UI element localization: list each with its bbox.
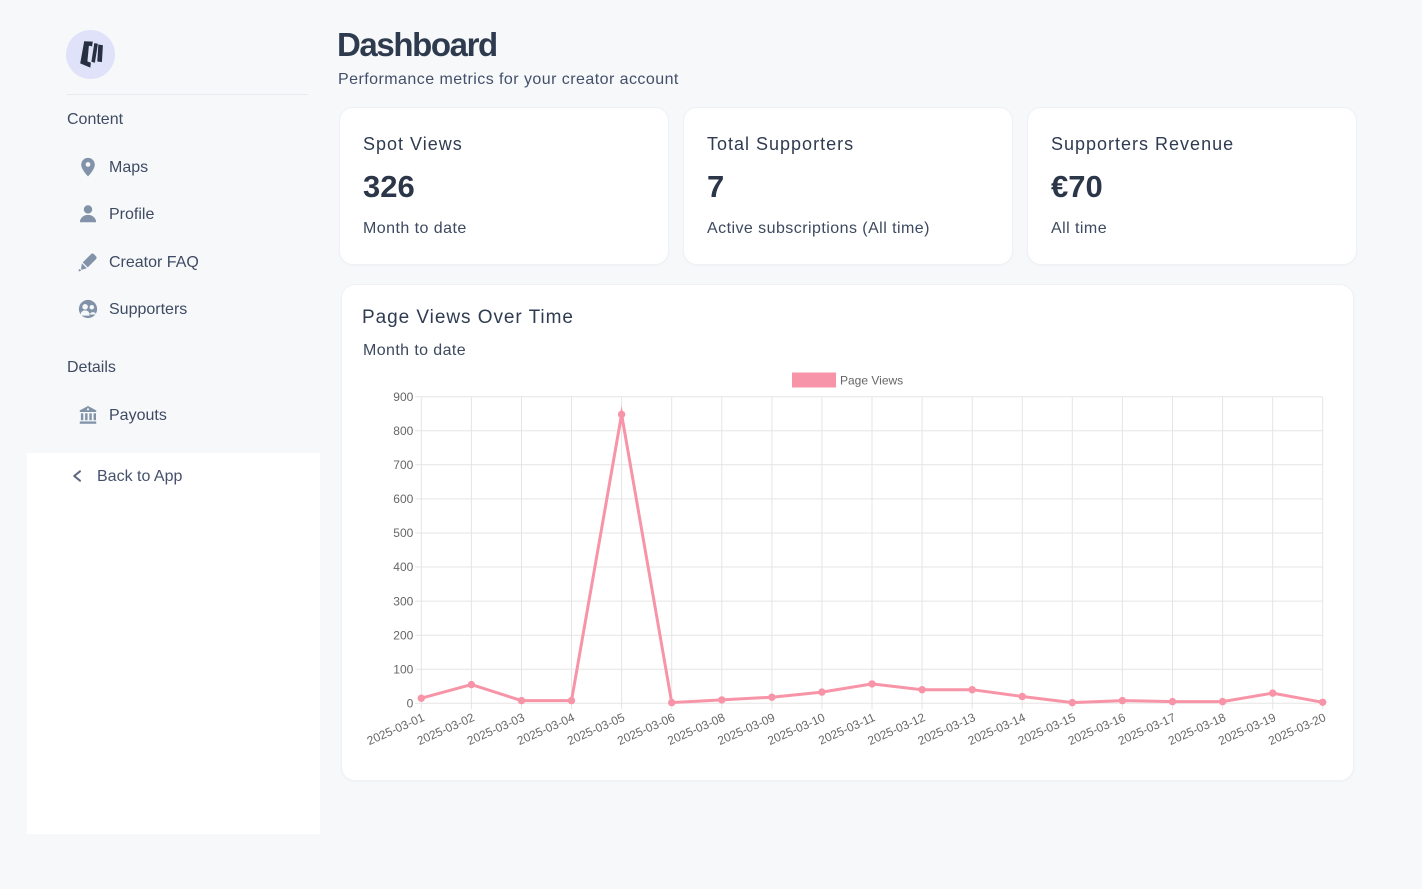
svg-text:2025-03-20: 2025-03-20: [1266, 710, 1328, 748]
svg-text:0: 0: [407, 697, 414, 711]
svg-text:700: 700: [393, 458, 413, 472]
svg-text:2025-03-10: 2025-03-10: [765, 710, 827, 748]
svg-text:300: 300: [393, 594, 413, 608]
svg-text:900: 900: [393, 390, 413, 404]
svg-text:200: 200: [393, 628, 413, 642]
svg-text:800: 800: [393, 424, 413, 438]
svg-text:Page Views: Page Views: [840, 374, 903, 388]
svg-text:100: 100: [393, 662, 413, 676]
svg-text:400: 400: [393, 560, 413, 574]
svg-text:500: 500: [393, 526, 413, 540]
svg-text:600: 600: [393, 492, 413, 506]
